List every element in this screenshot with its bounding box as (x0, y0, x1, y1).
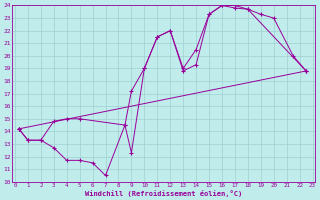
X-axis label: Windchill (Refroidissement éolien,°C): Windchill (Refroidissement éolien,°C) (85, 190, 242, 197)
